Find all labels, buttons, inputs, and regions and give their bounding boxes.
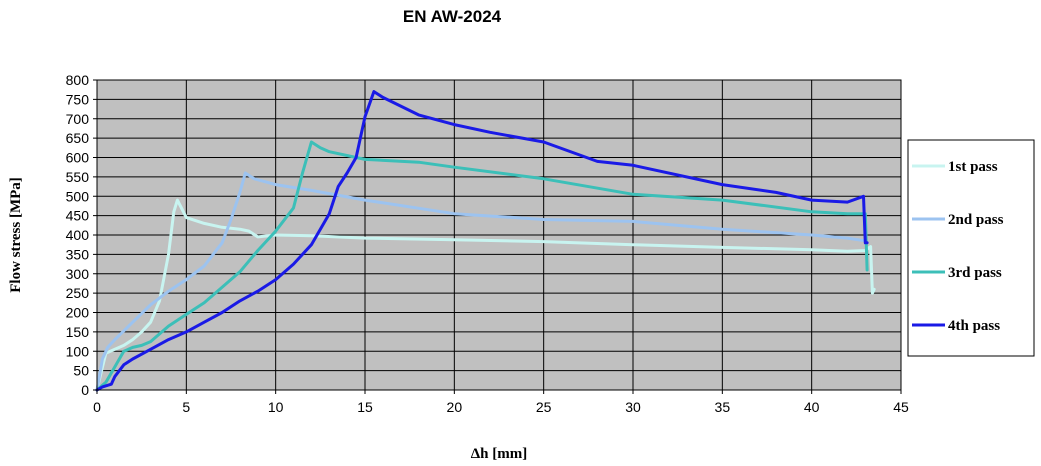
x-tick-label-0: 0 [93,399,101,415]
y-tick-label-0: 0 [81,382,89,398]
legend-box [907,139,1035,357]
y-axis-label: Flow stress [MPa] [8,177,24,293]
x-axis-ticks: 0 5 10 15 20 25 30 35 40 45 [93,390,909,415]
x-tick-label-2: 10 [268,399,284,415]
y-tick-label-9: 450 [66,208,90,224]
y-tick-label-14: 700 [66,111,90,127]
x-tick-label-5: 25 [536,399,552,415]
y-tick-label-8: 400 [66,227,90,243]
series-line-1 [95,198,876,392]
legend-label-1: 1st pass [948,159,998,175]
y-tick-label-10: 500 [66,188,90,204]
x-tick-label-7: 35 [715,399,731,415]
legend-label-2: 2nd pass [948,212,1004,228]
y-tick-label-2: 100 [66,343,90,359]
x-tick-label-9: 45 [893,399,909,415]
x-tick-label-3: 15 [357,399,373,415]
series-line-4 [95,90,869,392]
x-tick-label-8: 40 [804,399,820,415]
legend-label-4: 4th pass [948,318,1000,334]
y-tick-label-12: 600 [66,150,90,166]
y-tick-label-6: 300 [66,266,90,282]
y-tick-label-11: 550 [66,169,90,185]
y-tick-label-5: 250 [66,285,90,301]
x-tick-label-4: 20 [447,399,463,415]
y-tick-label-3: 150 [66,324,90,340]
y-tick-label-15: 750 [66,91,90,107]
legend-label-3: 3rd pass [948,265,1002,281]
y-tick-label-4: 200 [66,305,90,321]
legend: 1st pass 2nd pass 3rd pass 4th pass [907,139,1035,357]
series-layer [95,90,876,392]
x-tick-label-1: 5 [182,399,190,415]
y-axis-ticks: 0 50 100 150 200 250 300 350 400 450 500 550 600 650 7… [66,72,97,398]
y-tick-label-1: 50 [73,363,89,379]
y-tick-label-13: 650 [66,130,90,146]
y-tick-label-7: 350 [66,246,90,262]
series-line-2 [95,171,867,392]
x-axis-label: Δh [mm] [471,446,527,462]
y-tick-label-16: 800 [66,72,90,88]
x-tick-label-6: 30 [625,399,641,415]
series-line-3 [95,140,869,392]
chart-title: EN AW-2024 [403,7,502,26]
